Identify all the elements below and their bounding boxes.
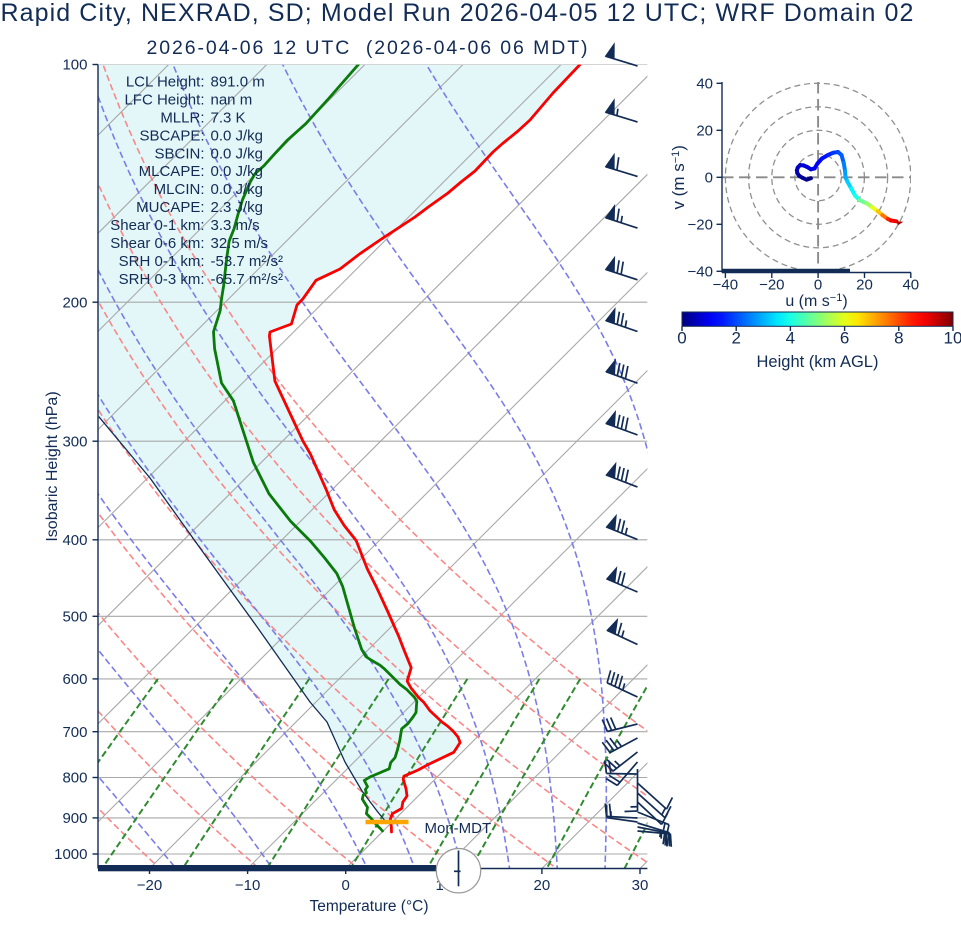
svg-text:20: 20 xyxy=(856,277,873,294)
svg-text:0.0 J/kg: 0.0 J/kg xyxy=(211,127,264,144)
svg-text:2: 2 xyxy=(731,329,740,348)
svg-text:LCL Height:: LCL Height: xyxy=(126,74,205,91)
svg-text:-53.7 m²/s²: -53.7 m²/s² xyxy=(211,253,284,270)
svg-text:Temperature (°C): Temperature (°C) xyxy=(309,898,428,915)
svg-text:891.0 m: 891.0 m xyxy=(211,74,265,91)
svg-text:7.3 K: 7.3 K xyxy=(211,110,246,127)
svg-text:SBCIN:: SBCIN: xyxy=(154,145,204,162)
svg-text:900: 900 xyxy=(62,810,87,827)
svg-text:300: 300 xyxy=(62,433,87,450)
svg-text:32.5 m/s: 32.5 m/s xyxy=(211,235,269,252)
svg-text:200: 200 xyxy=(62,294,87,311)
svg-text:0.0 J/kg: 0.0 J/kg xyxy=(211,181,264,198)
svg-text:2026-04-06 12 UTC (2026-04-06: 2026-04-06 12 UTC (2026-04-06 06 MDT) xyxy=(147,37,590,59)
svg-text:0.0 J/kg: 0.0 J/kg xyxy=(211,145,264,162)
svg-text:−20: −20 xyxy=(137,877,162,894)
svg-text:2.3 J/kg: 2.3 J/kg xyxy=(211,199,264,216)
svg-text:100: 100 xyxy=(62,57,87,74)
svg-text:700: 700 xyxy=(62,724,87,741)
svg-text:Height (km AGL): Height (km AGL) xyxy=(757,353,879,371)
svg-text:3.3 m/s: 3.3 m/s xyxy=(211,217,260,234)
svg-text:−20: −20 xyxy=(688,217,713,234)
svg-text:MUCAPE:: MUCAPE: xyxy=(136,199,204,216)
svg-text:6: 6 xyxy=(840,329,849,348)
svg-text:20: 20 xyxy=(696,123,713,140)
svg-text:−10: −10 xyxy=(235,877,260,894)
svg-text:800: 800 xyxy=(62,770,87,787)
svg-text:SRH 0-1 km:: SRH 0-1 km: xyxy=(119,253,205,270)
svg-text:20: 20 xyxy=(534,877,551,894)
svg-text:Shear 0-6 km:: Shear 0-6 km: xyxy=(110,235,204,252)
svg-text:nan m: nan m xyxy=(211,92,253,109)
svg-text:30: 30 xyxy=(632,877,649,894)
svg-text:600: 600 xyxy=(62,671,87,688)
svg-text:0: 0 xyxy=(814,277,822,294)
svg-text:500: 500 xyxy=(62,609,87,626)
svg-text:Shear 0-1 km:: Shear 0-1 km: xyxy=(110,217,204,234)
svg-text:Rapid City, NEXRAD, SD; Model: Rapid City, NEXRAD, SD; Model Run 2026-0… xyxy=(0,0,914,27)
svg-text:40: 40 xyxy=(696,76,713,93)
svg-text:SBCAPE:: SBCAPE: xyxy=(139,127,204,144)
svg-text:LFC Height:: LFC Height: xyxy=(124,92,204,109)
svg-text:−20: −20 xyxy=(759,277,784,294)
svg-text:0.0 J/kg: 0.0 J/kg xyxy=(211,163,264,180)
svg-text:4: 4 xyxy=(786,329,795,348)
svg-text:8: 8 xyxy=(894,329,903,348)
svg-text:10: 10 xyxy=(944,329,961,348)
svg-text:0: 0 xyxy=(705,170,713,187)
svg-text:400: 400 xyxy=(62,532,87,549)
svg-text:−40: −40 xyxy=(713,277,738,294)
svg-text:SRH 0-3 km:: SRH 0-3 km: xyxy=(119,271,205,288)
svg-text:MLLR:: MLLR: xyxy=(160,110,204,127)
svg-text:−40: −40 xyxy=(688,264,713,281)
svg-text:0: 0 xyxy=(677,329,686,348)
svg-text:-65.7 m²/s²: -65.7 m²/s² xyxy=(211,271,284,288)
svg-text:MLCAPE:: MLCAPE: xyxy=(139,163,205,180)
svg-text:Mon-MDT: Mon-MDT xyxy=(425,820,492,837)
svg-text:1000: 1000 xyxy=(54,846,87,863)
svg-text:MLCIN:: MLCIN: xyxy=(154,181,205,198)
svg-text:40: 40 xyxy=(902,277,919,294)
svg-text:Isobaric Height (hPa): Isobaric Height (hPa) xyxy=(44,391,61,541)
svg-text:0: 0 xyxy=(342,877,350,894)
